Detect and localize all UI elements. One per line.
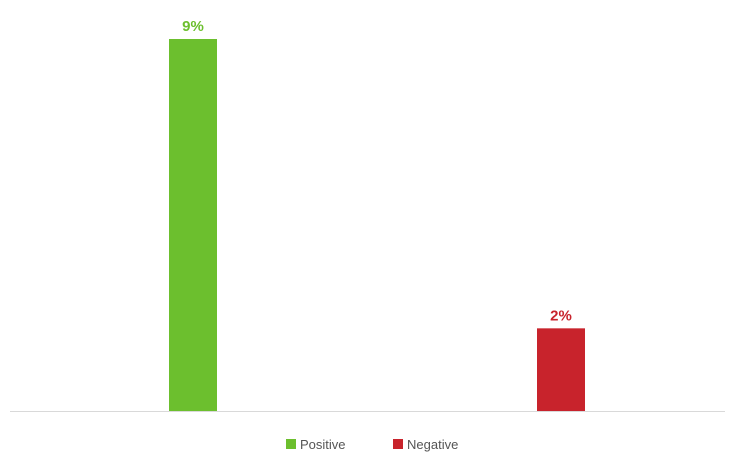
- value-label-negative: 2%: [550, 307, 572, 324]
- legend-item-negative: Negative: [393, 437, 458, 452]
- legend-swatch-positive: [286, 439, 296, 449]
- value-label-positive: 9%: [182, 18, 204, 35]
- legend: Positive Negative: [286, 437, 458, 452]
- legend-item-positive: Positive: [286, 437, 346, 452]
- value-labels-group: 9% 2%: [182, 18, 572, 324]
- legend-swatch-negative: [393, 439, 403, 449]
- legend-label-positive: Positive: [300, 437, 346, 452]
- bar-positive: [169, 39, 217, 411]
- bar-negative: [537, 328, 585, 411]
- bars-group: [169, 39, 585, 411]
- legend-label-negative: Negative: [407, 437, 458, 452]
